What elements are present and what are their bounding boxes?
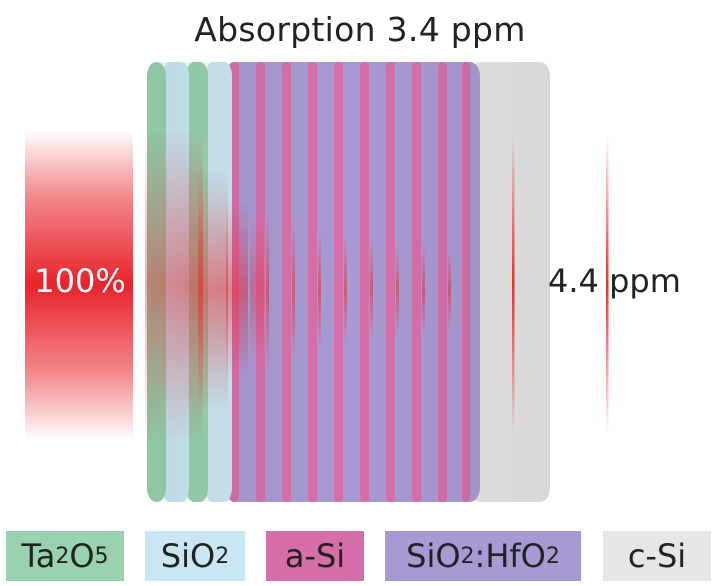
transmitted-beam-in-substrate: [512, 135, 515, 435]
legend-sio2: SiO 2: [145, 531, 245, 581]
transmitted-power-label: 4.4 ppm: [548, 262, 681, 300]
field-line: [396, 245, 399, 335]
legend-swatches: [6, 531, 711, 581]
legend-ta2o5-sub2: 5: [94, 543, 109, 569]
legend-hf-mid: :HfO: [474, 537, 546, 575]
legend-c-si: c-Si: [603, 531, 711, 581]
legend-ta2o5-mid: O: [69, 537, 95, 575]
legend-swatch-csi: [603, 531, 711, 581]
incident-beam: [25, 130, 133, 440]
legend-swatch-hf: [385, 531, 581, 581]
field-glows: [145, 130, 264, 440]
legend-ta2o5: Ta 2 O 5: [6, 531, 124, 581]
incident-power-label: 100%: [34, 262, 126, 300]
legend-ta2o5-sub1: 2: [55, 543, 70, 569]
legend-swatch-asi: [266, 531, 364, 581]
field-line: [448, 250, 451, 330]
legend-hf-sub2: 2: [545, 543, 560, 569]
legend-a-si-base: a-Si: [284, 537, 346, 575]
legend-hf-sub1: 2: [460, 543, 475, 569]
field-line: [266, 210, 269, 370]
field-line: [318, 230, 321, 350]
a-si-field-lines: [266, 210, 451, 370]
legend-sio2-hfo2: SiO 2:HfO 2: [385, 531, 581, 581]
legend-swatch-ta2o5: [6, 531, 124, 581]
field-line: [292, 220, 295, 360]
field-glow-small: [226, 200, 248, 380]
field-line: [370, 240, 373, 340]
field-line: [344, 235, 347, 345]
legend-sio2-base: SiO: [160, 537, 216, 575]
legend-sio2-sub1: 2: [215, 543, 230, 569]
field-glow-large: [145, 130, 203, 440]
legend-ta2o5-base: Ta: [21, 537, 56, 575]
legend-hf-base: SiO: [406, 537, 461, 575]
field-line: [422, 245, 425, 335]
stack-shading: [147, 62, 550, 502]
legend-c-si-base: c-Si: [627, 537, 687, 575]
field-glow-medium: [198, 170, 228, 410]
legend-swatch-sio2: [145, 531, 245, 581]
absorption-title: Absorption 3.4 ppm: [194, 10, 526, 49]
legend-a-si: a-Si: [266, 531, 364, 581]
field-glow-tiny: [250, 220, 264, 360]
transmitted-beam-exit: [606, 135, 609, 435]
